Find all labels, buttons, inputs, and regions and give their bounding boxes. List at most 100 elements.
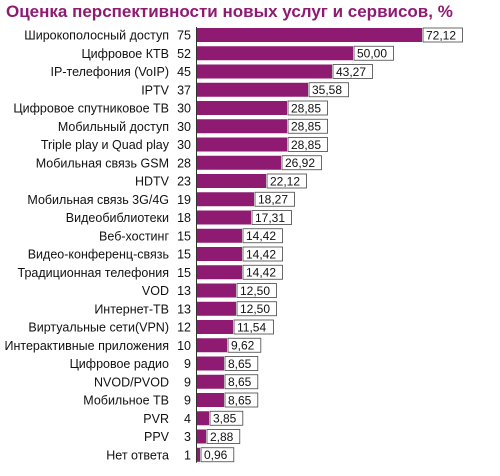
count-label: 10: [177, 339, 191, 353]
value-label: 18,27: [258, 193, 288, 207]
bar: [197, 374, 224, 389]
category-label: IP-телефония (VoIP): [51, 65, 169, 79]
count-label: 12: [177, 321, 191, 335]
count-label: 9: [184, 357, 191, 371]
value-label: 9,62: [231, 339, 255, 353]
category-label: Мобильное ТВ: [83, 394, 169, 408]
bar: [197, 338, 228, 353]
bar: [197, 174, 267, 188]
count-label: 1: [184, 448, 191, 462]
value-label: 3,85: [213, 412, 237, 426]
bar: [197, 301, 236, 316]
count-label: 30: [177, 138, 191, 152]
bar: [197, 101, 288, 115]
count-label: 28: [177, 156, 191, 170]
bar: [197, 411, 210, 426]
bar: [197, 247, 242, 261]
value-label: 14,42: [246, 247, 276, 261]
category-label: Мобильный доступ: [58, 120, 169, 134]
bar: [197, 429, 206, 444]
value-label: 35,58: [312, 83, 342, 97]
value-box: [254, 191, 295, 207]
value-box: [236, 283, 277, 298]
category-label: Нет ответа: [106, 448, 169, 462]
value-box: [308, 82, 349, 98]
bar: [197, 283, 236, 298]
value-label: 14,42: [246, 229, 276, 243]
category-label: Цифровое радио: [70, 357, 169, 371]
category-label: Видеобиблиотеки: [66, 211, 169, 225]
value-label: 0,96: [204, 448, 228, 462]
category-label: Интерактивные приложения: [4, 339, 169, 353]
category-label: PPV: [144, 430, 170, 444]
value-label: 12,50: [240, 284, 270, 298]
bar: [197, 320, 234, 334]
category-label: Triple play и Quad play: [41, 138, 170, 152]
count-label: 13: [177, 284, 191, 298]
category-label: Интернет-ТВ: [94, 302, 169, 316]
category-label: Виртуальные сети(VPN): [28, 321, 169, 335]
value-box: [224, 374, 259, 390]
value-label: 28,85: [291, 138, 321, 152]
value-box: [332, 64, 373, 79]
count-label: 30: [177, 120, 191, 134]
value-label: 2,88: [210, 430, 234, 444]
bar: [197, 28, 423, 42]
category-label: IPTV: [141, 83, 169, 97]
value-box: [287, 100, 328, 116]
category-label: VOD: [142, 284, 169, 298]
value-label: 8,65: [228, 357, 252, 371]
count-label: 23: [177, 175, 191, 189]
value-label: 43,27: [336, 65, 366, 79]
category-label: Традиционная телефония: [18, 266, 169, 280]
bar: [197, 210, 252, 225]
value-box: [227, 337, 262, 353]
bar: [197, 119, 288, 134]
bar: [197, 137, 288, 152]
count-label: 15: [177, 229, 191, 243]
value-label: 12,50: [240, 302, 270, 316]
category-label: Цифровое спутниковое ТВ: [13, 102, 169, 116]
bar: [197, 447, 200, 462]
chart-title: Оценка перспективности новых услуг и сер…: [6, 2, 453, 21]
value-box: [242, 264, 283, 280]
bar: [197, 155, 281, 170]
value-box: [206, 429, 241, 444]
value-label: 11,54: [237, 320, 266, 334]
value-box: [266, 173, 307, 189]
value-label: 8,65: [228, 375, 252, 389]
value-label: 50,00: [357, 47, 387, 61]
count-label: 4: [184, 412, 191, 426]
count-label: 18: [177, 211, 191, 225]
value-label: 22,12: [270, 174, 300, 188]
value-box: [224, 392, 259, 408]
category-label: Широкополосный доступ: [24, 29, 169, 43]
bar: [197, 228, 242, 243]
category-label: Веб-хостинг: [99, 229, 169, 243]
count-label: 37: [177, 83, 191, 97]
count-label: 15: [177, 266, 191, 280]
bar: [197, 393, 224, 407]
category-label: Мобильная связь GSM: [36, 156, 169, 170]
value-box: [287, 118, 328, 134]
value-label: 72,12: [426, 28, 456, 42]
value-box: [209, 410, 244, 426]
value-label: 14,42: [246, 266, 276, 280]
value-box: [251, 210, 292, 225]
count-label: 19: [177, 193, 191, 207]
bar: [197, 356, 224, 371]
value-box: [233, 319, 274, 335]
count-label: 13: [177, 302, 191, 316]
value-box: [200, 447, 235, 463]
count-label: 75: [177, 29, 191, 43]
value-box: [422, 27, 463, 43]
count-label: 9: [184, 375, 191, 389]
count-label: 45: [177, 65, 191, 79]
bar: [197, 192, 255, 207]
value-label: 28,85: [291, 101, 321, 115]
value-box: [242, 246, 283, 262]
value-label: 8,65: [228, 393, 252, 407]
count-label: 52: [177, 47, 191, 61]
bar: [197, 64, 333, 79]
